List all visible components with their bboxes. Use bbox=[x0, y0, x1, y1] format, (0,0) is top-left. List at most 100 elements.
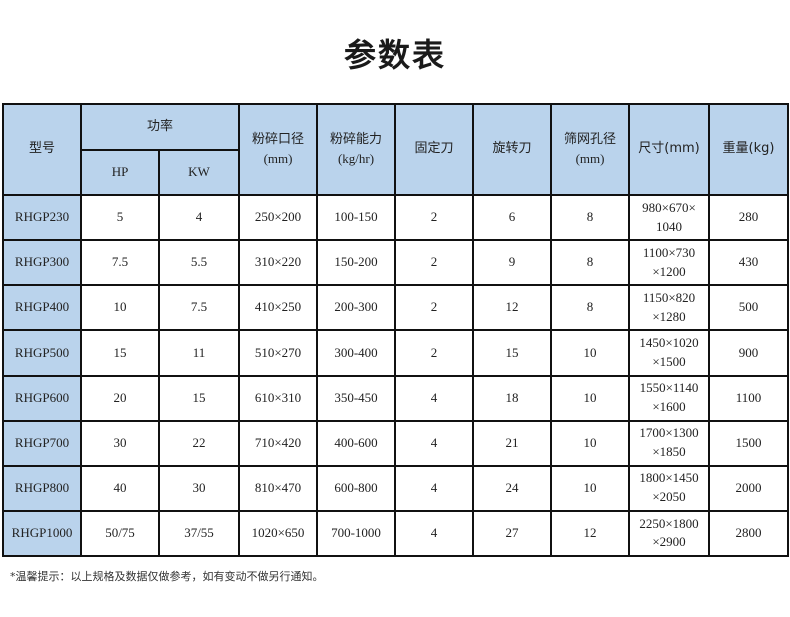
table-row: RHGP300 7.5 5.5 310×220 150-200 2 9 8 1100×730 ×1… bbox=[2, 239, 790, 287]
table-row: RHGP700 30 22 710×420 400-600 4 21 10 1700×1300 ×… bbox=[2, 419, 790, 467]
cell-screen: 10 bbox=[550, 329, 631, 377]
cell-screen: 8 bbox=[550, 284, 631, 332]
table-row: RHGP800 40 30 810×470 600-800 4 24 10 1800×1450 ×… bbox=[2, 464, 790, 512]
header-model: 型号 bbox=[2, 103, 82, 196]
cell-kw: 5.5 bbox=[157, 239, 241, 287]
cell-size-line1: 980×670× bbox=[642, 199, 696, 215]
header-screen-unit: (mm) bbox=[575, 150, 605, 166]
cell-hp: 30 bbox=[80, 419, 160, 467]
cell-rotary: 18 bbox=[472, 374, 553, 422]
header-screen: 筛网孔径 (mm) bbox=[550, 103, 631, 196]
cell-size-line1: 1450×1020 bbox=[639, 335, 699, 351]
cell-inlet: 810×470 bbox=[238, 464, 319, 512]
cell-rotary: 15 bbox=[472, 329, 553, 377]
page-title: 参数表 bbox=[343, 36, 446, 74]
cell-hp: 20 bbox=[80, 374, 160, 422]
cell-size-line2: ×2900 bbox=[652, 534, 686, 550]
cell-inlet: 250×200 bbox=[238, 193, 319, 242]
cell-size: 980×670× 1040 bbox=[628, 193, 711, 242]
cell-kw: 30 bbox=[157, 464, 241, 512]
header-kw-label: KW bbox=[188, 164, 210, 180]
cell-model: RHGP400 bbox=[2, 284, 82, 332]
table-row: RHGP600 20 15 610×310 350-450 4 18 10 1550×1140 ×… bbox=[2, 374, 790, 422]
cell-weight: 500 bbox=[708, 284, 790, 332]
cell-screen: 10 bbox=[550, 464, 631, 512]
cell-rotary: 12 bbox=[472, 284, 553, 332]
cell-screen: 8 bbox=[550, 193, 631, 242]
cell-kw: 7.5 bbox=[157, 284, 241, 332]
cell-size-line2: ×1600 bbox=[652, 399, 686, 415]
cell-model: RHGP300 bbox=[2, 239, 82, 287]
header-inlet-label: 粉碎口径 bbox=[252, 131, 305, 147]
cell-size-line2: ×1200 bbox=[652, 263, 686, 279]
cell-fixed: 4 bbox=[394, 509, 475, 558]
cell-screen: 12 bbox=[550, 509, 631, 558]
cell-size-line2: ×1850 bbox=[652, 444, 686, 460]
cell-fixed: 2 bbox=[394, 284, 475, 332]
header-screen-label: 筛网孔径 bbox=[564, 131, 617, 147]
cell-rotary: 9 bbox=[472, 239, 553, 287]
header-power: 功率 bbox=[79, 103, 241, 151]
cell-weight: 900 bbox=[708, 329, 790, 377]
cell-weight: 280 bbox=[708, 193, 790, 242]
cell-size-line2: ×2050 bbox=[652, 489, 686, 505]
cell-inlet: 410×250 bbox=[238, 284, 319, 332]
cell-inlet: 710×420 bbox=[238, 419, 319, 467]
cell-size-line2: ×1280 bbox=[652, 308, 686, 324]
cell-rotary: 21 bbox=[472, 419, 553, 467]
cell-model: RHGP600 bbox=[2, 374, 82, 422]
cell-inlet: 610×310 bbox=[238, 374, 319, 422]
cell-model: RHGP230 bbox=[2, 193, 82, 242]
cell-size-line1: 1550×1140 bbox=[639, 380, 699, 396]
cell-capacity: 350-450 bbox=[316, 374, 397, 422]
cell-size-line1: 1800×1450 bbox=[639, 470, 699, 486]
cell-inlet: 510×270 bbox=[238, 329, 319, 377]
cell-capacity: 700-1000 bbox=[316, 509, 397, 558]
cell-size-line2: ×1500 bbox=[652, 353, 686, 369]
cell-capacity: 300-400 bbox=[316, 329, 397, 377]
spec-table: 型号 功率 粉碎口径 (mm) 粉碎能力 (kg/hr) 固定刀 旋转刀 筛网孔… bbox=[2, 103, 790, 558]
header-hp: HP bbox=[80, 149, 160, 196]
cell-hp: 50/75 bbox=[80, 509, 160, 558]
cell-hp: 15 bbox=[80, 329, 160, 377]
header-size: 尺寸(mm) bbox=[628, 103, 711, 196]
header-rotary-blade: 旋转刀 bbox=[472, 103, 553, 196]
header-weight: 重量(kg) bbox=[708, 103, 790, 196]
table-row: RHGP400 10 7.5 410×250 200-300 2 12 8 1150×820 ×1… bbox=[2, 284, 790, 332]
cell-model: RHGP800 bbox=[2, 464, 82, 512]
cell-fixed: 4 bbox=[394, 419, 475, 467]
cell-size-line1: 1100×730 bbox=[642, 244, 696, 260]
cell-kw: 22 bbox=[157, 419, 241, 467]
cell-weight: 2000 bbox=[708, 464, 790, 512]
cell-capacity: 600-800 bbox=[316, 464, 397, 512]
cell-weight: 2800 bbox=[708, 509, 790, 558]
cell-capacity: 150-200 bbox=[316, 239, 397, 287]
cell-capacity: 400-600 bbox=[316, 419, 397, 467]
header-capacity: 粉碎能力 (kg/hr) bbox=[316, 103, 397, 196]
footnote: *温馨提示：以上规格及数据仅做参考，如有变动不做另行通知。 bbox=[10, 570, 324, 583]
cell-size-line1: 1150×820 bbox=[642, 289, 696, 305]
cell-model: RHGP700 bbox=[2, 419, 82, 467]
cell-screen: 8 bbox=[550, 239, 631, 287]
cell-model: RHGP500 bbox=[2, 329, 82, 377]
cell-capacity: 100-150 bbox=[316, 193, 397, 242]
cell-size: 1700×1300 ×1850 bbox=[628, 419, 711, 467]
cell-size: 1800×1450 ×2050 bbox=[628, 464, 711, 512]
cell-rotary: 6 bbox=[472, 193, 553, 242]
cell-hp: 5 bbox=[80, 193, 160, 242]
cell-model: RHGP1000 bbox=[2, 509, 82, 558]
cell-hp: 10 bbox=[80, 284, 160, 332]
header-kw: KW bbox=[157, 149, 241, 196]
cell-fixed: 4 bbox=[394, 374, 475, 422]
header-inlet-unit: (mm) bbox=[263, 150, 293, 166]
cell-inlet: 310×220 bbox=[238, 239, 319, 287]
header-hp-label: HP bbox=[111, 164, 129, 180]
cell-capacity: 200-300 bbox=[316, 284, 397, 332]
cell-fixed: 2 bbox=[394, 193, 475, 242]
header-inlet: 粉碎口径 (mm) bbox=[238, 103, 319, 196]
cell-rotary: 24 bbox=[472, 464, 553, 512]
cell-hp: 7.5 bbox=[80, 239, 160, 287]
cell-kw: 11 bbox=[157, 329, 241, 377]
cell-size: 1450×1020 ×1500 bbox=[628, 329, 711, 377]
cell-size-line1: 1700×1300 bbox=[639, 425, 699, 441]
